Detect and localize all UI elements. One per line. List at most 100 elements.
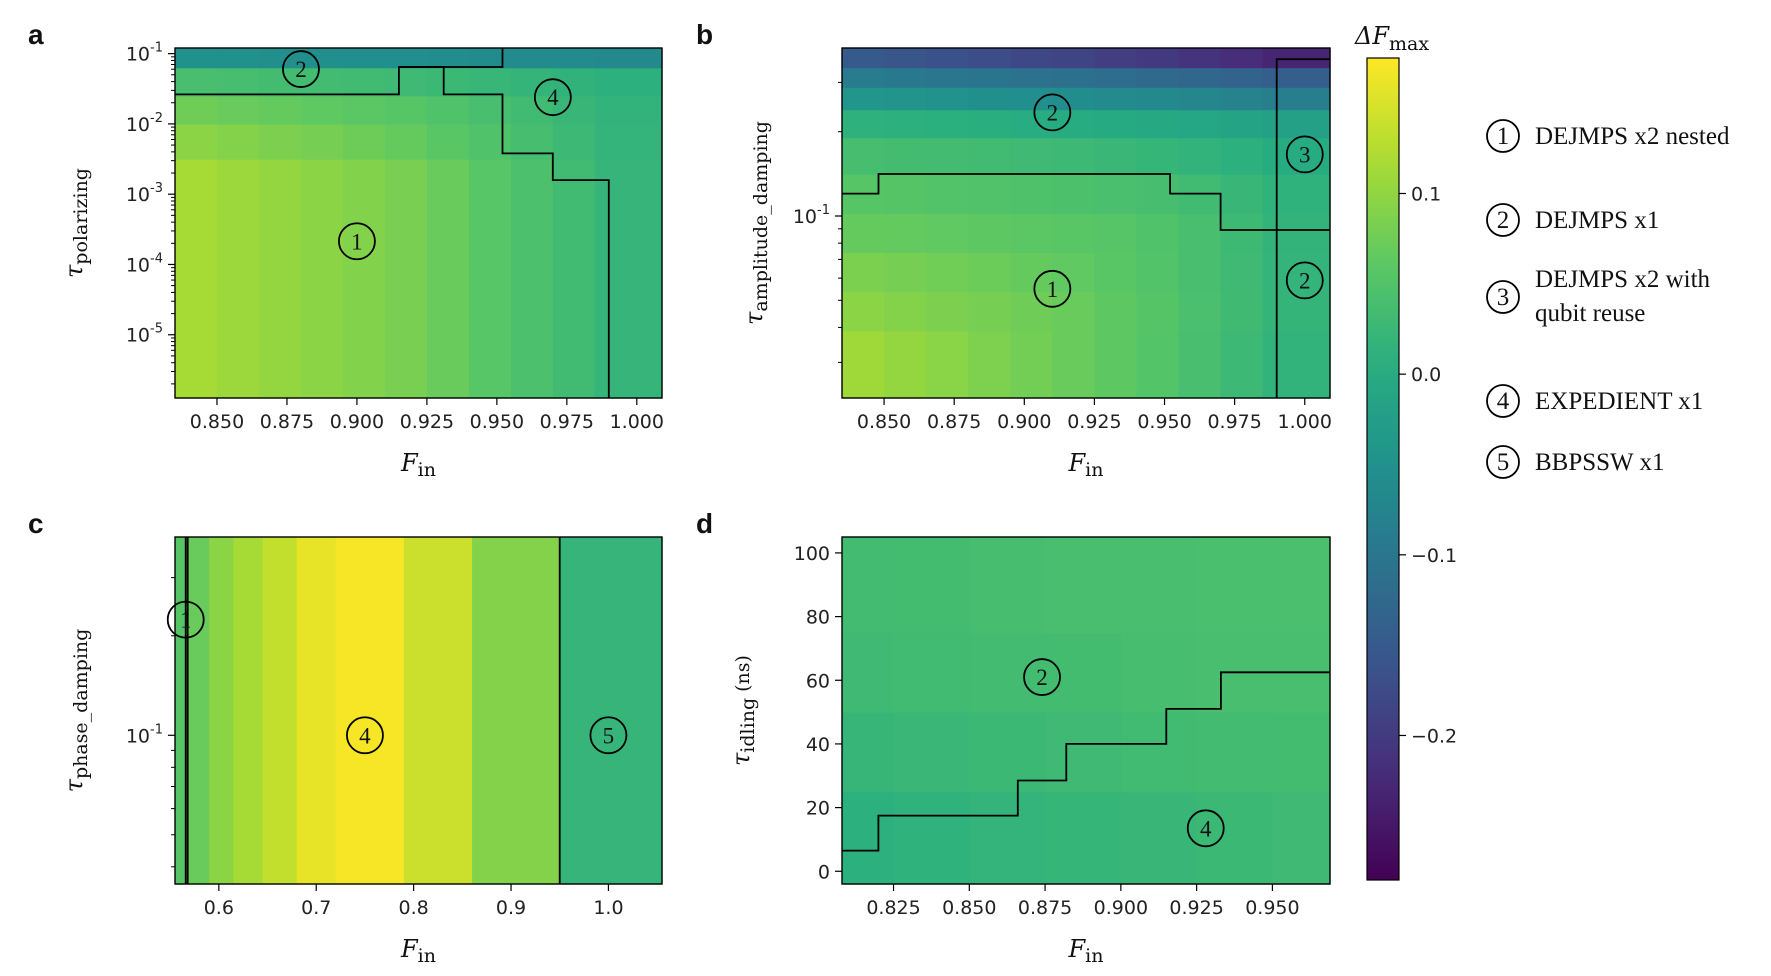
legend-item-3: 3 DEJMPS x2 with qubit reuse [1486, 266, 1711, 327]
heatmap-cell [968, 252, 1011, 293]
heatmap-cell [1262, 330, 1331, 399]
heatmap-cell [1136, 87, 1180, 111]
heatmap-cell [842, 67, 885, 88]
y-tick-label: 0 [818, 861, 830, 883]
heatmap-cell [842, 330, 885, 399]
heatmap-cell [468, 48, 512, 69]
legend-number: 5 [1497, 449, 1510, 476]
x-tick-label: 0.950 [1245, 897, 1299, 919]
region-marker-4: 4 [1186, 809, 1225, 848]
region-boundary [175, 66, 610, 398]
heatmap-cell [1120, 791, 1198, 885]
heatmap-cell [893, 791, 970, 885]
heatmap-cell [884, 213, 927, 253]
heatmap-cell [468, 159, 512, 399]
heatmap-cell [884, 252, 927, 293]
heatmap-cell [552, 48, 596, 69]
heatmap-cell [1136, 330, 1180, 399]
x-axis-label: Fin [400, 449, 436, 481]
heatmap-cell [1052, 213, 1096, 253]
heatmap-cell [1220, 48, 1264, 69]
heatmap-cell [1178, 213, 1222, 253]
y-tick-label: 10-1 [126, 722, 163, 747]
heatmap-cell [926, 213, 969, 253]
heatmap-cell [468, 67, 512, 97]
plot-frame [841, 536, 1331, 885]
x-tick-label: 0.825 [866, 897, 920, 919]
heatmap-cell [184, 537, 210, 885]
region-marker-number: 4 [359, 723, 371, 748]
y-tick-label: 10-1 [126, 41, 163, 66]
heatmap-cell [968, 109, 1011, 139]
y-tick-label: 40 [806, 734, 830, 756]
heatmap-cell [262, 537, 298, 885]
heatmap-cell [258, 95, 302, 125]
heatmap-cell [384, 123, 428, 160]
region-marker-circle [282, 50, 320, 88]
heatmap-cell [1045, 632, 1122, 713]
heatmap-cell [552, 67, 596, 97]
heatmap-cell [1178, 252, 1222, 293]
y-tick-label: 10-2 [126, 111, 163, 136]
heatmap-cell [969, 632, 1046, 713]
region-marker-number: 3 [1299, 142, 1311, 167]
heatmap-cell [175, 123, 218, 160]
heatmap-cell [884, 291, 927, 332]
heatmap-cell [1094, 213, 1138, 253]
heatmap-cell [1178, 87, 1222, 111]
heatmap-cell [472, 537, 561, 885]
x-tick-label: 0.7 [301, 897, 331, 919]
panel-label-a: a [28, 19, 44, 50]
colorbar-gradient [1366, 57, 1400, 881]
heatmap-cell [1220, 291, 1264, 332]
region-marker-3: 3 [1285, 135, 1324, 174]
heatmap-cell [342, 67, 386, 97]
heatmap-cell [968, 48, 1011, 69]
heatmap-cell [1094, 137, 1138, 175]
heatmap-cell [1010, 48, 1053, 69]
heatmap-cell [258, 159, 302, 399]
heatmap-cell [1272, 712, 1331, 793]
heatmap-cell [1010, 67, 1053, 88]
region-marker-number: 4 [1200, 816, 1212, 841]
y-axis-label: τidling (ns) [727, 655, 759, 766]
region-marker-number: 2 [1299, 268, 1311, 293]
heatmap-cell [884, 109, 927, 139]
heatmap-cell [1010, 174, 1053, 214]
heatmap-cell [216, 95, 260, 125]
heatmap-cell [1262, 87, 1331, 111]
panel-c-heatmap: 1 4 5 0.6 0.7 0.8 0.9 1.0 10-1 Fin τphase_damping [60, 536, 663, 967]
heatmap-cell [884, 67, 927, 88]
legend-item-4: 4 EXPEDIENT x1 [1486, 384, 1703, 418]
heatmap-cell [1010, 291, 1053, 332]
heatmap-cell [594, 123, 663, 160]
heatmap-cell [893, 712, 970, 793]
legend-label: qubit reuse [1535, 300, 1645, 327]
region-marker-1: 1 [338, 222, 376, 261]
heatmap-cell [1262, 67, 1331, 88]
heatmap-cell [926, 252, 969, 293]
panel-label-d: d [696, 508, 713, 539]
heatmap-cell [594, 95, 663, 125]
heatmap-cell [1052, 67, 1096, 88]
legend-number-circle [1486, 280, 1520, 314]
colorbar-tick-label: 0.1 [1411, 183, 1441, 205]
heatmap-cell [968, 137, 1011, 175]
region-marker-circle [1186, 809, 1225, 848]
heatmap-cell [300, 67, 344, 97]
heatmap-cell [1052, 330, 1096, 399]
legend-item-1: 1 DEJMPS x2 nested [1486, 119, 1730, 153]
heatmap-cell [1052, 291, 1096, 332]
y-tick-label: 10-5 [126, 322, 163, 347]
heatmap-cell [1196, 791, 1274, 885]
legend-label: BBPSSW x1 [1535, 449, 1664, 476]
heatmap-cell [1136, 109, 1180, 139]
heatmap-cell [216, 67, 260, 97]
region-marker-circle [533, 78, 572, 117]
heatmap-cell [926, 291, 969, 332]
x-tick-label: 0.900 [1094, 897, 1148, 919]
heatmap-cell [968, 87, 1011, 111]
x-tick-label: 0.875 [1018, 897, 1072, 919]
region-marker-number: 4 [547, 85, 559, 110]
heatmap-cell [884, 48, 927, 69]
